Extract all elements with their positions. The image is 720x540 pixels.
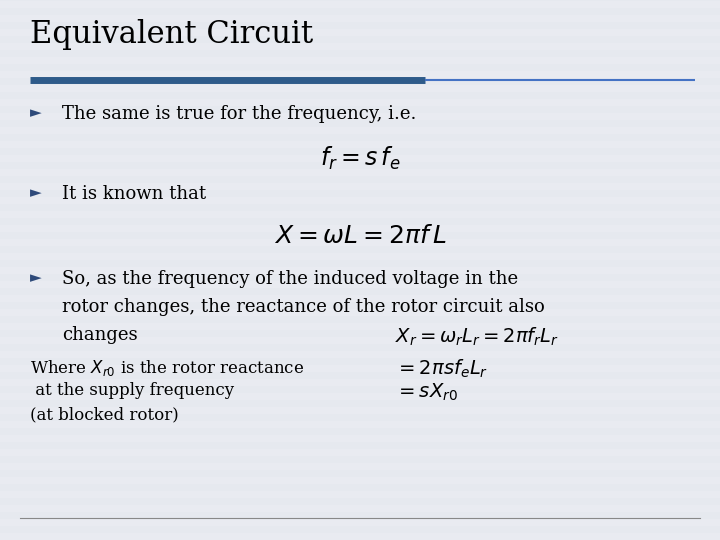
Bar — [0, 295, 720, 302]
Bar — [0, 407, 720, 414]
Bar — [0, 365, 720, 372]
Bar — [0, 190, 720, 197]
Bar — [0, 309, 720, 316]
Bar — [0, 43, 720, 50]
Bar — [0, 519, 720, 526]
Bar — [0, 169, 720, 176]
Bar — [0, 134, 720, 141]
Bar — [0, 162, 720, 169]
Bar — [0, 428, 720, 435]
Bar — [0, 470, 720, 477]
Text: (at blocked rotor): (at blocked rotor) — [30, 406, 179, 423]
Bar — [0, 337, 720, 344]
Bar — [0, 92, 720, 99]
Bar — [0, 99, 720, 106]
Bar — [0, 78, 720, 85]
Text: Where $X_{r0}$ is the rotor reactance: Where $X_{r0}$ is the rotor reactance — [30, 358, 305, 378]
Text: Equivalent Circuit: Equivalent Circuit — [30, 19, 313, 50]
Bar — [0, 253, 720, 260]
Bar — [0, 113, 720, 120]
Bar — [0, 57, 720, 64]
Bar — [0, 1, 720, 8]
Bar — [0, 225, 720, 232]
Bar — [0, 22, 720, 29]
Bar — [0, 421, 720, 428]
Bar — [0, 239, 720, 246]
Bar — [0, 316, 720, 323]
Bar — [0, 8, 720, 15]
Bar — [0, 435, 720, 442]
Bar — [0, 274, 720, 281]
Bar — [0, 204, 720, 211]
Bar — [0, 414, 720, 421]
Bar — [0, 386, 720, 393]
Text: ►: ► — [30, 270, 42, 285]
Bar — [0, 232, 720, 239]
Bar — [0, 477, 720, 484]
Text: $X_r = \omega_r L_r = 2\pi f_r L_r$: $X_r = \omega_r L_r = 2\pi f_r L_r$ — [395, 326, 559, 348]
Bar — [0, 0, 720, 1]
Bar — [0, 372, 720, 379]
Bar — [0, 148, 720, 155]
Text: It is known that: It is known that — [62, 185, 206, 203]
Bar — [0, 323, 720, 330]
Bar — [0, 393, 720, 400]
Bar — [0, 512, 720, 519]
Text: So, as the frequency of the induced voltage in the: So, as the frequency of the induced volt… — [62, 270, 518, 288]
Bar — [0, 449, 720, 456]
Bar — [0, 50, 720, 57]
Bar — [0, 197, 720, 204]
Bar — [0, 85, 720, 92]
Bar — [0, 505, 720, 512]
Bar — [0, 176, 720, 183]
Bar — [0, 533, 720, 540]
Bar — [0, 155, 720, 162]
Bar — [0, 400, 720, 407]
Bar — [0, 218, 720, 225]
Bar — [0, 358, 720, 365]
Text: The same is true for the frequency, i.e.: The same is true for the frequency, i.e. — [62, 105, 416, 123]
Bar — [0, 463, 720, 470]
Text: $f_r = s\, f_e$: $f_r = s\, f_e$ — [320, 145, 400, 172]
Bar — [0, 71, 720, 78]
Text: ►: ► — [30, 105, 42, 120]
Bar — [0, 288, 720, 295]
Text: at the supply frequency: at the supply frequency — [30, 382, 234, 399]
Text: $= s X_{r0}$: $= s X_{r0}$ — [395, 382, 458, 403]
Bar — [0, 344, 720, 351]
Bar — [0, 281, 720, 288]
Bar — [0, 106, 720, 113]
Bar — [0, 127, 720, 134]
Bar — [0, 120, 720, 127]
Bar — [0, 29, 720, 36]
Bar — [0, 379, 720, 386]
Bar — [0, 330, 720, 337]
Bar — [0, 15, 720, 22]
Bar — [0, 442, 720, 449]
Text: changes: changes — [62, 326, 138, 344]
Bar — [0, 491, 720, 498]
Bar — [0, 183, 720, 190]
Bar — [0, 141, 720, 148]
Bar — [0, 64, 720, 71]
Text: ►: ► — [30, 185, 42, 200]
Bar — [0, 484, 720, 491]
Bar — [0, 211, 720, 218]
Bar — [0, 267, 720, 274]
Bar — [0, 246, 720, 253]
Bar — [0, 526, 720, 533]
Bar — [0, 36, 720, 43]
Text: $X = \omega L = 2\pi f\, L$: $X = \omega L = 2\pi f\, L$ — [274, 225, 446, 248]
Bar — [0, 498, 720, 505]
Text: rotor changes, the reactance of the rotor circuit also: rotor changes, the reactance of the roto… — [62, 298, 545, 316]
Bar — [0, 456, 720, 463]
Bar — [0, 302, 720, 309]
Bar — [0, 351, 720, 358]
Bar — [0, 260, 720, 267]
Text: $= 2\pi s f_e L_r$: $= 2\pi s f_e L_r$ — [395, 358, 488, 380]
